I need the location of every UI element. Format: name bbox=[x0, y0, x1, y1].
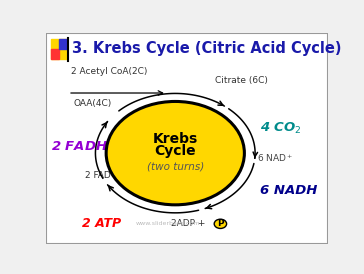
Text: 3. Krebs Cycle (Citric Acid Cycle): 3. Krebs Cycle (Citric Acid Cycle) bbox=[72, 41, 342, 56]
Text: 6 NADH: 6 NADH bbox=[260, 184, 317, 196]
Text: OAA(4C): OAA(4C) bbox=[74, 99, 112, 108]
Text: 2ADP +: 2ADP + bbox=[171, 219, 208, 228]
Text: www.sliderbase.com: www.sliderbase.com bbox=[136, 221, 201, 226]
Text: Citrate (6C): Citrate (6C) bbox=[215, 76, 268, 85]
Text: 4 CO$_2$: 4 CO$_2$ bbox=[260, 121, 302, 136]
Text: 2 FAD: 2 FAD bbox=[85, 171, 111, 180]
Text: 2 Acetyl CoA(2C): 2 Acetyl CoA(2C) bbox=[71, 67, 147, 76]
Text: (two turns): (two turns) bbox=[147, 162, 204, 172]
Bar bbox=[51, 49, 59, 59]
Text: P: P bbox=[217, 219, 224, 228]
Text: 2 ATP: 2 ATP bbox=[82, 217, 121, 230]
Text: 6 NAD$^+$: 6 NAD$^+$ bbox=[257, 153, 293, 164]
Text: 2 FADH$_2$: 2 FADH$_2$ bbox=[51, 140, 114, 155]
FancyBboxPatch shape bbox=[46, 33, 328, 244]
Text: Cycle: Cycle bbox=[154, 144, 196, 158]
Bar bbox=[51, 39, 67, 59]
Text: Krebs: Krebs bbox=[153, 132, 198, 146]
Circle shape bbox=[106, 101, 244, 205]
Bar bbox=[59, 39, 67, 49]
Circle shape bbox=[214, 219, 227, 229]
